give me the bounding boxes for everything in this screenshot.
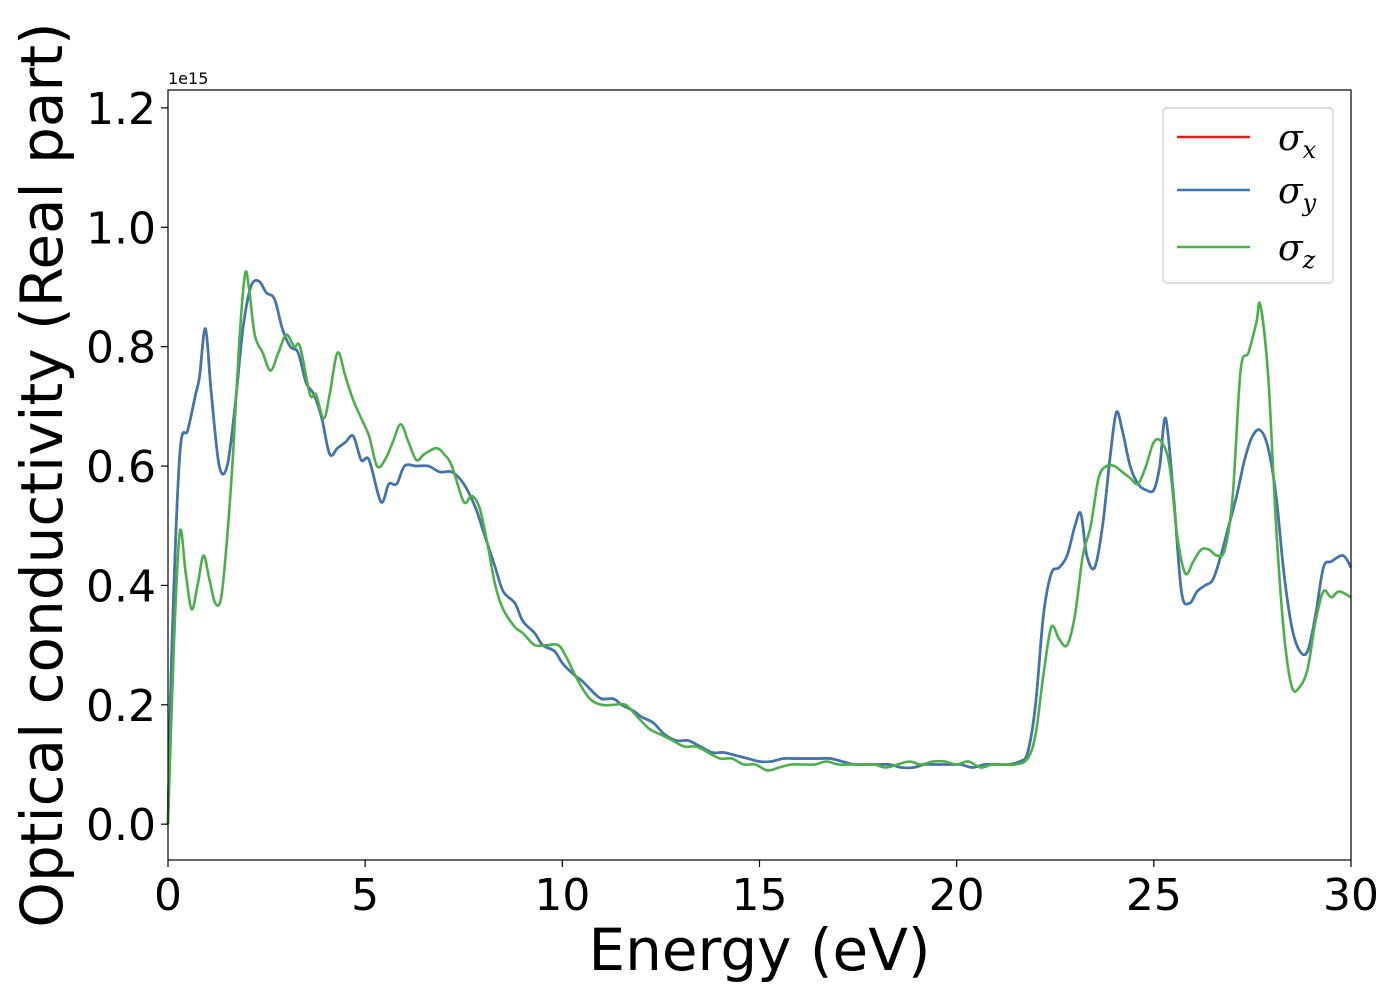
series-line-sigma-z (166, 270, 1352, 825)
legend-symbol: σ (1278, 228, 1304, 269)
legend: σx σy σz (1162, 107, 1334, 284)
legend-box (1162, 107, 1334, 284)
y-axis-ticks: 0.0 0.2 0.4 0.6 0.8 1.0 1.2 (86, 84, 168, 851)
y-tick-label: 0.8 (86, 323, 156, 374)
x-tick-label: 20 (929, 870, 985, 921)
x-tick-label: 0 (154, 870, 182, 921)
plot-area (168, 90, 1351, 860)
x-axis-ticks: 0 5 10 15 20 25 30 (154, 860, 1379, 921)
y-tick-label: 1.0 (86, 203, 156, 254)
y-tick-label: 0.0 (86, 800, 156, 851)
legend-symbol: σ (1278, 118, 1304, 159)
y-tick-label: 0.6 (86, 442, 156, 493)
x-tick-label: 5 (351, 870, 379, 921)
legend-label-sigma-x: σx (1278, 118, 1317, 164)
y-axis-label: Optical conductivity (Real part) (8, 22, 76, 927)
x-tick-label: 30 (1323, 870, 1379, 921)
y-tick-label: 0.2 (86, 681, 156, 732)
y-offset-label: 1e15 (168, 69, 208, 88)
x-tick-label: 25 (1126, 870, 1182, 921)
series-layer (166, 270, 1353, 825)
legend-symbol: σ (1278, 171, 1304, 212)
y-tick-label: 1.2 (86, 84, 156, 135)
y-tick-label: 0.4 (86, 561, 156, 612)
x-tick-label: 10 (534, 870, 590, 921)
x-axis-label: Energy (eV) (588, 916, 930, 984)
legend-label-sigma-z: σz (1278, 228, 1316, 274)
legend-subscript: y (1302, 189, 1317, 217)
x-tick-label: 15 (732, 870, 788, 921)
legend-label-sigma-y: σy (1278, 171, 1317, 217)
legend-subscript: x (1303, 136, 1317, 164)
legend-subscript: z (1302, 246, 1316, 274)
